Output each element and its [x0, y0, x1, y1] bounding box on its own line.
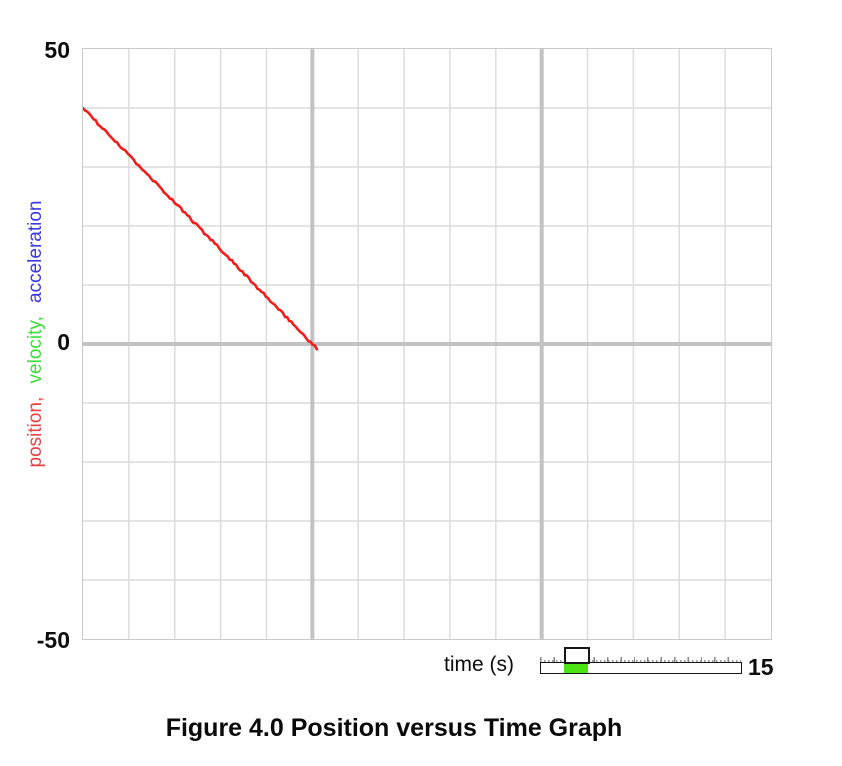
plot-area — [82, 48, 772, 640]
y-axis-label-position: position, — [25, 396, 46, 468]
time-slider-track[interactable] — [540, 662, 742, 674]
slider-tick-ruler — [540, 657, 741, 664]
chart-canvas — [83, 49, 771, 639]
y-tick-50: 50 — [44, 37, 70, 63]
y-tick-neg50: -50 — [36, 627, 70, 653]
y-axis-label-velocity: velocity, — [25, 316, 46, 384]
time-slider-progress — [564, 663, 589, 673]
x-axis-label: time (s) — [444, 653, 514, 676]
y-tick-0: 0 — [57, 329, 70, 355]
slider-ruler-ticks — [540, 657, 741, 664]
y-axis-label: position, velocity, acceleration — [23, 134, 49, 534]
y-axis-label-acceleration: acceleration — [25, 200, 46, 303]
slider-max-label: 15 — [748, 654, 774, 680]
time-slider-thumb[interactable] — [564, 647, 591, 664]
figure-caption: Figure 4.0 Position versus Time Graph — [165, 714, 623, 742]
